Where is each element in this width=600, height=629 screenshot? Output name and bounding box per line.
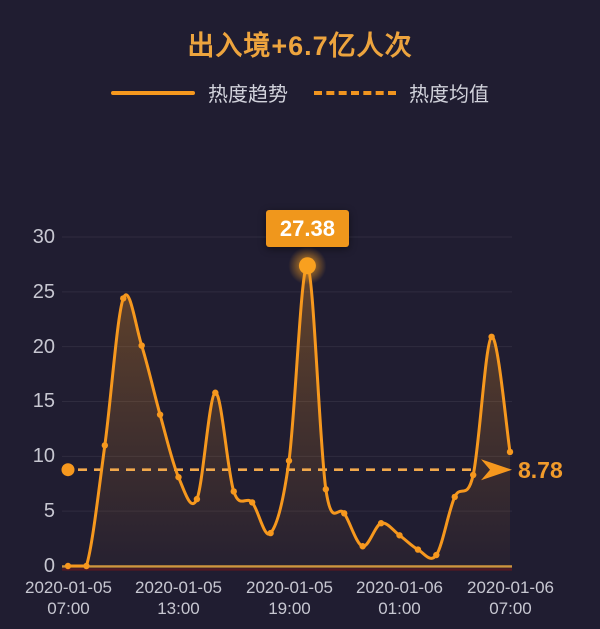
x-tick-date: 2020-01-06 xyxy=(356,578,443,597)
average-value-label: 8.78 xyxy=(518,456,563,483)
data-point-marker[interactable] xyxy=(64,562,72,570)
data-point-marker[interactable] xyxy=(101,442,109,449)
legend-label-average: 热度均值 xyxy=(409,84,489,106)
x-tick-date: 2020-01-05 xyxy=(135,578,222,597)
data-point-marker[interactable] xyxy=(341,510,348,517)
data-point-marker[interactable] xyxy=(414,546,422,553)
y-axis-tick-label: 15 xyxy=(32,390,55,412)
data-point-marker[interactable] xyxy=(156,411,164,418)
data-point-marker[interactable] xyxy=(138,342,145,349)
x-tick-time: 07:00 xyxy=(489,599,532,618)
data-point-marker[interactable] xyxy=(193,495,201,503)
data-point-marker[interactable] xyxy=(451,493,458,501)
y-axis-tick-label: 5 xyxy=(43,500,55,522)
x-tick-date: 2020-01-05 xyxy=(246,578,333,597)
data-point-marker[interactable] xyxy=(267,529,274,537)
x-tick-time: 13:00 xyxy=(157,599,200,618)
legend-label-trend: 热度趋势 xyxy=(208,84,288,106)
peak-value-tooltip: 27.38 xyxy=(265,209,349,247)
data-point-marker[interactable] xyxy=(377,520,385,527)
y-axis-tick-label: 0 xyxy=(43,555,55,577)
data-point-marker[interactable] xyxy=(285,457,293,464)
trend-line-icon xyxy=(111,90,195,95)
x-tick-date: 2020-01-06 xyxy=(467,578,554,597)
data-point-marker[interactable] xyxy=(396,532,403,539)
legend-item-average[interactable]: 热度均值 xyxy=(314,78,489,107)
x-axis-tick-label: 2020-01-06 01:00 xyxy=(339,577,460,619)
legend-item-trend[interactable]: 热度趋势 xyxy=(111,78,288,107)
x-axis-tick-label: 2020-01-05 13:00 xyxy=(118,577,239,619)
data-point-marker[interactable] xyxy=(359,543,366,550)
y-axis-tick-label: 20 xyxy=(32,336,55,358)
y-axis-tick-label: 30 xyxy=(32,226,55,248)
data-point-marker[interactable] xyxy=(469,471,477,479)
data-point-marker[interactable] xyxy=(212,389,219,396)
area-fill xyxy=(68,265,510,566)
x-tick-time: 19:00 xyxy=(268,599,311,618)
chart-title: 出入境+6.7亿人次 xyxy=(187,31,413,61)
data-point-marker[interactable] xyxy=(433,551,440,559)
x-tick-time: 07:00 xyxy=(47,599,90,618)
data-point-marker[interactable] xyxy=(298,257,316,275)
data-point-marker[interactable] xyxy=(230,488,237,495)
average-line-arrow-icon xyxy=(481,459,512,481)
data-point-marker[interactable] xyxy=(120,295,127,302)
x-axis-tick-label: 2020-01-05 19:00 xyxy=(229,577,350,619)
data-point-marker[interactable] xyxy=(488,333,495,340)
data-point-marker[interactable] xyxy=(83,562,90,570)
y-axis-tick-label: 10 xyxy=(32,445,55,467)
data-point-marker[interactable] xyxy=(175,473,182,481)
average-line-start-dot xyxy=(61,463,75,477)
x-tick-date: 2020-01-05 xyxy=(25,578,112,597)
area-under-curve xyxy=(68,265,510,566)
x-axis-tick-label: 2020-01-06 07:00 xyxy=(450,577,571,619)
x-axis-tick-label: 2020-01-05 07:00 xyxy=(8,577,129,619)
average-line-layer xyxy=(61,459,512,481)
legend: 热度趋势 热度均值 xyxy=(0,78,600,107)
average-line-icon xyxy=(314,90,396,95)
data-point-marker[interactable] xyxy=(248,499,256,506)
data-points-layer xyxy=(64,246,514,570)
x-tick-time: 01:00 xyxy=(378,599,421,618)
data-point-marker[interactable] xyxy=(322,486,330,493)
data-point-marker[interactable] xyxy=(506,448,514,456)
y-axis-tick-label: 25 xyxy=(32,281,55,303)
